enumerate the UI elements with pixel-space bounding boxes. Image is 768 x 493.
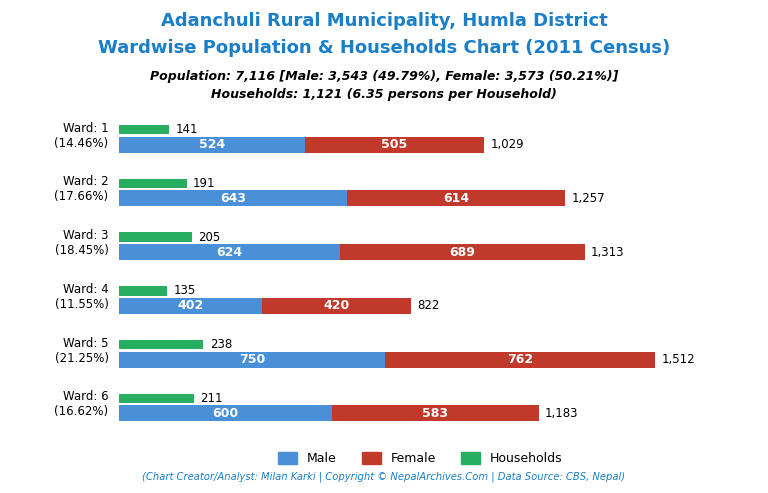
Bar	[340, 244, 584, 260]
Text: 135: 135	[174, 284, 196, 297]
Legend: Male, Female, Households: Male, Female, Households	[273, 447, 568, 470]
Bar	[347, 190, 564, 207]
Text: 211: 211	[200, 392, 223, 405]
Bar	[119, 352, 385, 368]
Bar	[119, 137, 305, 153]
Text: 689: 689	[449, 246, 475, 259]
Text: 1,512: 1,512	[661, 353, 695, 366]
Text: 614: 614	[443, 192, 469, 205]
Bar	[119, 232, 192, 242]
Bar	[119, 178, 187, 188]
Text: Adanchuli Rural Municipality, Humla District: Adanchuli Rural Municipality, Humla Dist…	[161, 12, 607, 31]
Text: 205: 205	[198, 231, 220, 244]
Text: 402: 402	[177, 299, 204, 313]
Bar	[262, 298, 411, 314]
Text: 141: 141	[175, 123, 198, 136]
Bar	[119, 244, 340, 260]
Text: 750: 750	[239, 353, 265, 366]
Text: 1,029: 1,029	[490, 138, 524, 151]
Text: 238: 238	[210, 338, 232, 351]
Text: Wardwise Population & Households Chart (2011 Census): Wardwise Population & Households Chart (…	[98, 39, 670, 58]
Bar	[119, 125, 169, 135]
Text: 762: 762	[507, 353, 533, 366]
Bar	[119, 393, 194, 403]
Text: 505: 505	[381, 138, 408, 151]
Bar	[119, 405, 332, 422]
Text: 191: 191	[194, 177, 216, 190]
Text: 524: 524	[199, 138, 225, 151]
Text: Households: 1,121 (6.35 persons per Household): Households: 1,121 (6.35 persons per Hous…	[211, 88, 557, 101]
Bar	[119, 298, 262, 314]
Bar	[119, 286, 167, 296]
Bar	[305, 137, 484, 153]
Text: 822: 822	[417, 299, 439, 313]
Text: 624: 624	[217, 246, 243, 259]
Text: 600: 600	[213, 407, 239, 420]
Bar	[332, 405, 538, 422]
Text: Population: 7,116 [Male: 3,543 (49.79%), Female: 3,573 (50.21%)]: Population: 7,116 [Male: 3,543 (49.79%),…	[150, 70, 618, 83]
Bar	[385, 352, 655, 368]
Text: 583: 583	[422, 407, 449, 420]
Text: 1,313: 1,313	[591, 246, 624, 259]
Bar	[119, 340, 204, 350]
Text: 1,257: 1,257	[571, 192, 605, 205]
Text: 1,183: 1,183	[545, 407, 578, 420]
Text: 420: 420	[323, 299, 349, 313]
Bar	[119, 190, 347, 207]
Text: 643: 643	[220, 192, 246, 205]
Text: (Chart Creator/Analyst: Milan Karki | Copyright © NepalArchives.Com | Data Sourc: (Chart Creator/Analyst: Milan Karki | Co…	[142, 472, 626, 482]
